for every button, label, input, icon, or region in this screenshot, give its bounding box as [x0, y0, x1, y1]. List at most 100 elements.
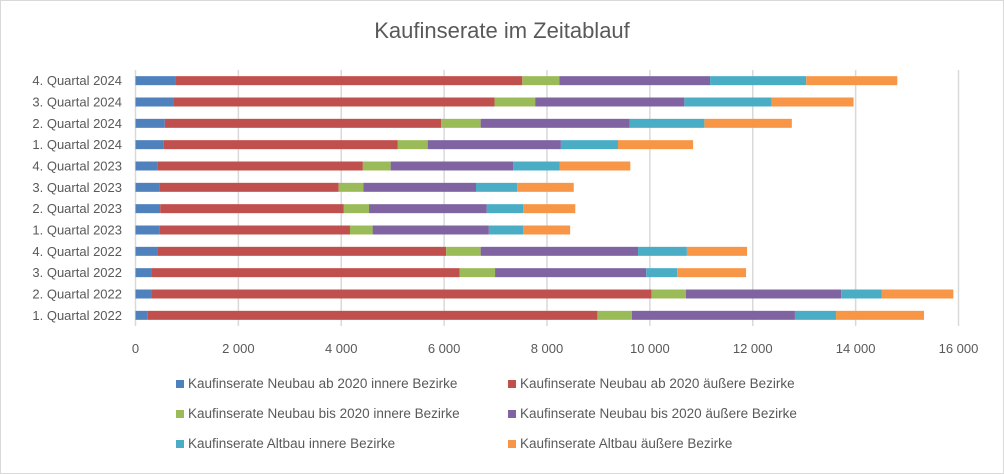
- bar-segment: [771, 97, 854, 107]
- x-tick-label: 6 000: [428, 341, 461, 356]
- bar-segment: [135, 246, 158, 256]
- bar-segment: [617, 140, 694, 150]
- bar-segment: [135, 140, 164, 150]
- bar-segment: [372, 225, 489, 235]
- bar-segment: [157, 161, 363, 171]
- x-tick-label: 0: [132, 341, 139, 356]
- x-tick-label: 14 000: [836, 341, 876, 356]
- bar-segment: [522, 76, 560, 86]
- bar-segment: [135, 225, 160, 235]
- legend-swatch: [508, 409, 516, 418]
- category-label: 1. Quartal 2024: [32, 137, 122, 152]
- bar-segment: [476, 182, 518, 192]
- bar-segment: [677, 268, 747, 278]
- bar-segment: [390, 161, 514, 171]
- category-label: 1. Quartal 2022: [32, 308, 122, 323]
- bar-segment: [446, 246, 481, 256]
- category-label: 4. Quartal 2024: [32, 73, 122, 88]
- bar-segment: [135, 289, 152, 299]
- bar-segment: [560, 140, 618, 150]
- category-label: 2. Quartal 2024: [32, 116, 122, 131]
- legend-label: Kaufinserate Altbau äußere Bezirke: [520, 436, 733, 451]
- bar-segment: [160, 204, 344, 214]
- bar-segment: [157, 246, 447, 256]
- bar-segment: [559, 76, 711, 86]
- bar-segment: [175, 76, 523, 86]
- x-tick-label: 12 000: [733, 341, 773, 356]
- bar-segment: [369, 204, 487, 214]
- bar-segment: [135, 118, 165, 128]
- bar-segment: [459, 268, 496, 278]
- legend-label: Kaufinserate Altbau innere Bezirke: [188, 436, 396, 451]
- bar-segment: [523, 204, 576, 214]
- bar-segment: [836, 310, 925, 320]
- bar-segment: [135, 76, 176, 86]
- legend-label: Kaufinserate Neubau ab 2020 äußere Bezir…: [520, 376, 795, 391]
- bar-segment: [164, 118, 442, 128]
- legend-item: Kaufinserate Neubau ab 2020 innere Bezir…: [176, 376, 457, 391]
- category-label: 4. Quartal 2022: [32, 244, 122, 259]
- bar-segment: [517, 182, 574, 192]
- bar-segment: [338, 182, 364, 192]
- x-tick-label: 8 000: [531, 341, 564, 356]
- bar-segment: [629, 118, 705, 128]
- legend-swatch: [508, 379, 516, 388]
- bar-segment: [343, 204, 370, 214]
- bar-segment: [881, 289, 954, 299]
- legend-label: Kaufinserate Neubau bis 2020 äußere Bezi…: [520, 406, 797, 421]
- bar-segment: [806, 76, 898, 86]
- bar-segment: [135, 204, 161, 214]
- legend-item: Kaufinserate Altbau äußere Bezirke: [508, 436, 732, 451]
- bar-segment: [535, 97, 685, 107]
- bar-segment: [135, 310, 148, 320]
- legend-swatch: [176, 439, 184, 448]
- bar-segment: [794, 310, 837, 320]
- x-tick-label: 16 000: [939, 341, 979, 356]
- chart-title: Kaufinserate im Zeitablauf: [374, 18, 630, 43]
- x-tick-label: 4 000: [325, 341, 358, 356]
- bar-segment: [163, 140, 398, 150]
- bar-segment: [494, 97, 536, 107]
- bar-segment: [651, 289, 686, 299]
- bar-segment: [513, 161, 560, 171]
- category-label: 3. Quartal 2024: [32, 95, 122, 110]
- bar-segment: [597, 310, 632, 320]
- bar-segment: [480, 246, 639, 256]
- bar-segment: [135, 268, 152, 278]
- legend-swatch: [176, 379, 184, 388]
- bar-segment: [349, 225, 373, 235]
- bar-segment: [135, 161, 158, 171]
- bar-segment: [710, 76, 807, 86]
- bar-segment: [363, 182, 477, 192]
- bar-segment: [631, 310, 795, 320]
- category-label: 1. Quartal 2023: [32, 223, 122, 238]
- bar-segment: [135, 97, 174, 107]
- bar-segment: [646, 268, 678, 278]
- bar-segment: [441, 118, 481, 128]
- bar-segment: [135, 182, 160, 192]
- bar-segment: [684, 97, 772, 107]
- bar-segment: [559, 161, 631, 171]
- x-tick-label: 10 000: [630, 341, 670, 356]
- bar-segment: [480, 118, 630, 128]
- bar-segment: [841, 289, 882, 299]
- bar-segment: [159, 182, 339, 192]
- x-tick-label: 2 000: [222, 341, 255, 356]
- bar-segment: [173, 97, 495, 107]
- legend-item: Kaufinserate Neubau ab 2020 äußere Bezir…: [508, 376, 795, 391]
- bar-segment: [147, 310, 598, 320]
- bar-segment: [638, 246, 687, 256]
- legend-item: Kaufinserate Neubau bis 2020 innere Bezi…: [176, 406, 460, 421]
- bar-segment: [151, 268, 460, 278]
- category-label: 4. Quartal 2023: [32, 159, 122, 174]
- legend-swatch: [508, 439, 516, 448]
- bar-segment: [151, 289, 652, 299]
- bar-segment: [523, 225, 571, 235]
- bar-segment: [704, 118, 792, 128]
- category-label: 2. Quartal 2023: [32, 201, 122, 216]
- legend-label: Kaufinserate Neubau bis 2020 innere Bezi…: [188, 406, 460, 421]
- legend-item: Kaufinserate Altbau innere Bezirke: [176, 436, 395, 451]
- legend-item: Kaufinserate Neubau bis 2020 äußere Bezi…: [508, 406, 797, 421]
- category-label: 2. Quartal 2022: [32, 287, 122, 302]
